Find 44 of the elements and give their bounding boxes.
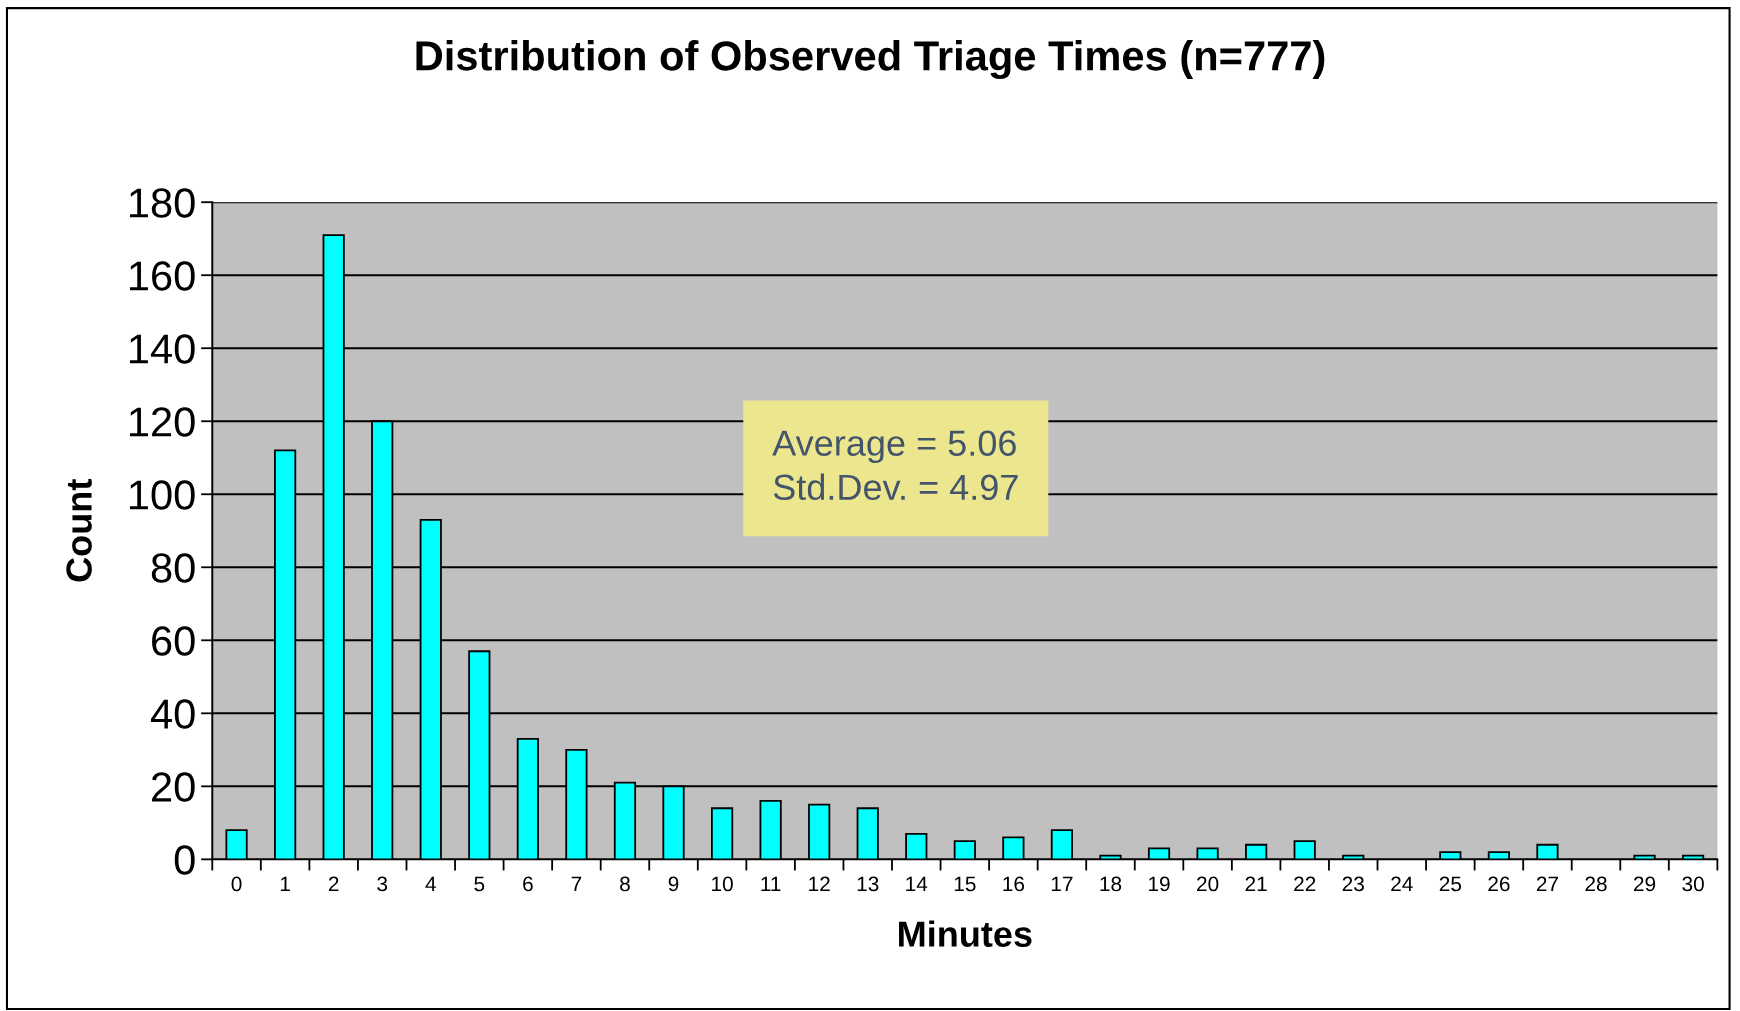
x-tick-label: 12 [809,876,830,892]
x-tick-label: 16 [1003,876,1025,892]
x-tick-label: 18 [1100,876,1122,892]
x-tick-label: 11 [761,876,781,892]
x-tick-label: 1 [280,876,290,892]
x-tick-label: 26 [1488,876,1510,892]
y-tick-label: 40 [150,699,195,729]
x-tick-label: 15 [954,876,976,892]
x-tick-label: 29 [1634,876,1656,892]
x-tick-label: 27 [1536,876,1558,892]
y-tick-label: 80 [151,553,195,583]
y-tick-label: 120 [129,407,195,437]
x-tick-label: 10 [712,876,733,892]
y-tick-label: 140 [129,334,195,364]
y-tick-label: 100 [129,480,195,510]
x-tick-label: 30 [1682,876,1704,892]
x-tick-label: 13 [857,876,879,892]
x-tick-label: 7 [571,876,582,892]
x-tick-label: 19 [1149,876,1170,892]
x-tick-label: 22 [1294,876,1316,892]
x-axis-title: Minutes [899,920,1032,947]
x-tick-label: 4 [425,876,436,892]
x-tick-label: 28 [1585,876,1607,892]
y-tick-label: 160 [129,261,195,291]
x-tick-label: 25 [1439,876,1462,892]
x-tick-label: 23 [1342,876,1364,892]
y-tick-label: 60 [152,626,195,656]
x-tick-label: 20 [1197,876,1219,892]
x-tick-label: 14 [906,876,928,892]
x-tick-label: 0 [231,876,242,892]
x-tick-label: 3 [377,876,388,892]
x-tick-label: 21 [1245,876,1267,892]
y-tick-label: 180 [129,188,195,218]
x-tick-label: 17 [1051,876,1073,892]
annotation: Average = 5.06 Std.Dev. = 4.97 [772,430,1018,501]
x-tick-label: 8 [620,876,630,892]
x-tick-label: 5 [474,876,485,892]
x-tick-label: 6 [523,876,533,892]
chart-title: Distribution of Observed Triage Times (n=777) [416,40,1325,80]
x-tick-label: 9 [668,876,679,892]
x-tick-label: 2 [328,876,339,892]
y-tick-label: 20 [152,772,195,802]
x-tick-label: 24 [1391,876,1413,892]
y-axis-title: Count [66,479,92,582]
